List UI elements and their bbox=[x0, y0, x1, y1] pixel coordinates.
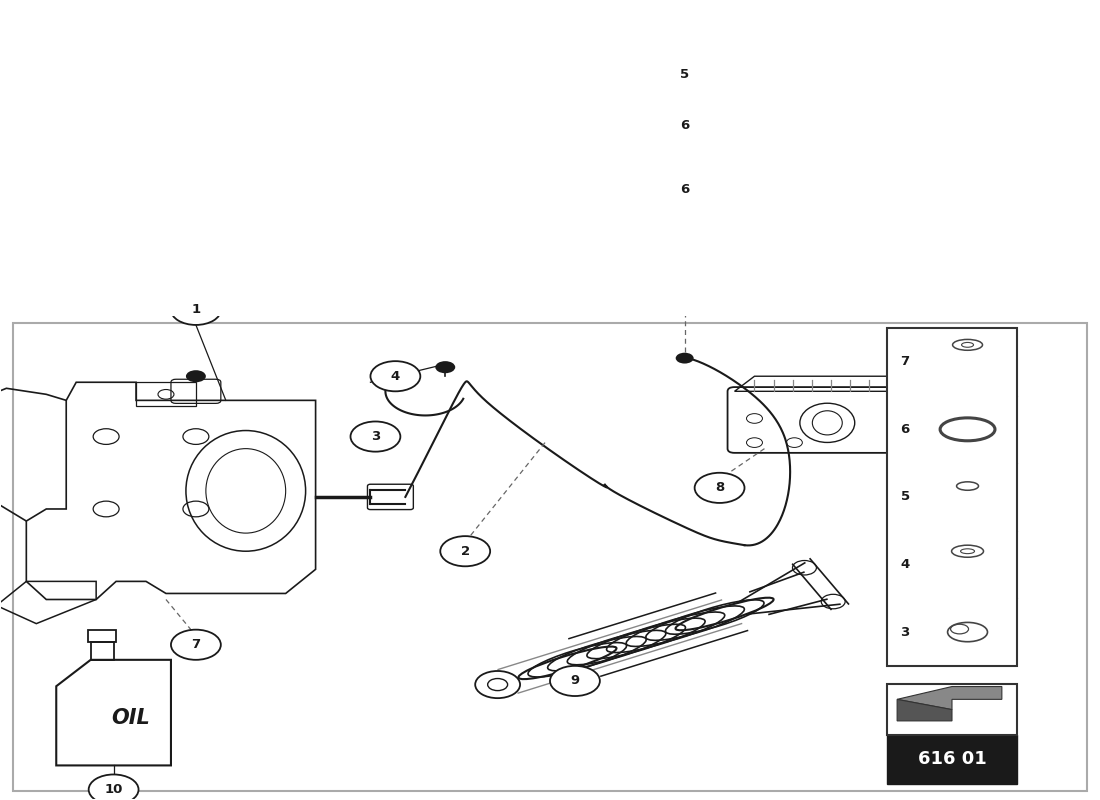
Circle shape bbox=[170, 630, 221, 660]
Text: 616 01: 616 01 bbox=[917, 750, 987, 768]
Text: 6: 6 bbox=[901, 423, 910, 436]
Circle shape bbox=[89, 774, 139, 800]
Circle shape bbox=[660, 174, 710, 204]
Text: 5: 5 bbox=[901, 490, 910, 503]
Bar bbox=[136, 382, 196, 406]
Circle shape bbox=[694, 473, 745, 503]
Circle shape bbox=[675, 353, 694, 363]
Text: 1: 1 bbox=[191, 303, 200, 316]
Circle shape bbox=[170, 294, 221, 325]
Text: 2: 2 bbox=[461, 545, 470, 558]
Circle shape bbox=[440, 536, 491, 566]
Circle shape bbox=[550, 666, 600, 696]
Text: 3: 3 bbox=[901, 626, 910, 638]
Circle shape bbox=[186, 370, 206, 382]
Ellipse shape bbox=[952, 423, 983, 435]
Text: 9: 9 bbox=[571, 674, 580, 687]
Text: 6: 6 bbox=[680, 119, 690, 132]
Circle shape bbox=[436, 361, 455, 374]
Text: 3: 3 bbox=[371, 430, 381, 443]
Text: OIL: OIL bbox=[111, 708, 151, 728]
Text: 10: 10 bbox=[104, 783, 123, 796]
Bar bbox=[887, 684, 1016, 735]
Bar bbox=[887, 735, 1016, 783]
Circle shape bbox=[660, 110, 710, 141]
Text: 8: 8 bbox=[715, 482, 724, 494]
Text: 7: 7 bbox=[191, 638, 200, 651]
Text: 6: 6 bbox=[680, 182, 690, 196]
Polygon shape bbox=[898, 686, 1002, 710]
Circle shape bbox=[371, 361, 420, 391]
Text: 4: 4 bbox=[901, 558, 910, 571]
Text: 7: 7 bbox=[901, 355, 910, 368]
Bar bbox=[887, 328, 1016, 666]
Polygon shape bbox=[898, 699, 952, 721]
Text: 5: 5 bbox=[680, 68, 690, 81]
Circle shape bbox=[660, 59, 710, 90]
Circle shape bbox=[351, 422, 400, 452]
Text: 4: 4 bbox=[390, 370, 400, 382]
